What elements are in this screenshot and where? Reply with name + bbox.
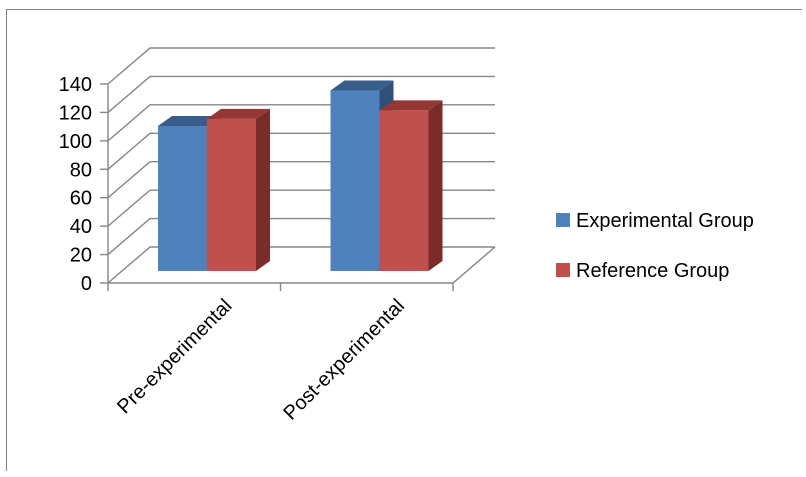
- bar: [330, 90, 380, 271]
- y-tick-label: 0: [81, 273, 92, 295]
- y-tick-label: 140: [59, 74, 92, 96]
- bar-top: [330, 80, 394, 91]
- legend-swatch: [556, 263, 570, 277]
- y-tick-label: 40: [70, 216, 92, 238]
- legend: Experimental Group Reference Group: [556, 210, 754, 282]
- bar-side: [428, 100, 443, 271]
- y-tick-label: 100: [59, 131, 92, 153]
- legend-label: Experimental Group: [576, 210, 754, 232]
- bar: [207, 118, 256, 272]
- y-axis: 0 20 40 60 80 100 120 140: [59, 74, 109, 295]
- gridline: [107, 47, 495, 85]
- y-tick-label: 20: [70, 245, 92, 267]
- bars: [158, 80, 443, 272]
- bar-top: [379, 100, 443, 111]
- bar-top: [207, 108, 270, 119]
- gridline: [107, 75, 495, 113]
- x-category-label: Pre-experimental: [113, 295, 236, 418]
- bar: [379, 110, 429, 271]
- y-tick-label: 80: [70, 159, 92, 181]
- bar-top: [158, 116, 221, 127]
- bar: [158, 126, 207, 271]
- chart-frame: [6, 9, 802, 471]
- legend-swatch: [556, 213, 570, 227]
- bar-side: [256, 108, 270, 272]
- y-tick-label: 120: [59, 102, 92, 124]
- x-category-label: Post-experimental: [279, 295, 409, 425]
- legend-label: Reference Group: [576, 260, 729, 282]
- x-axis: Pre-experimental Post-experimental: [107, 283, 454, 425]
- y-tick-label: 60: [70, 188, 92, 210]
